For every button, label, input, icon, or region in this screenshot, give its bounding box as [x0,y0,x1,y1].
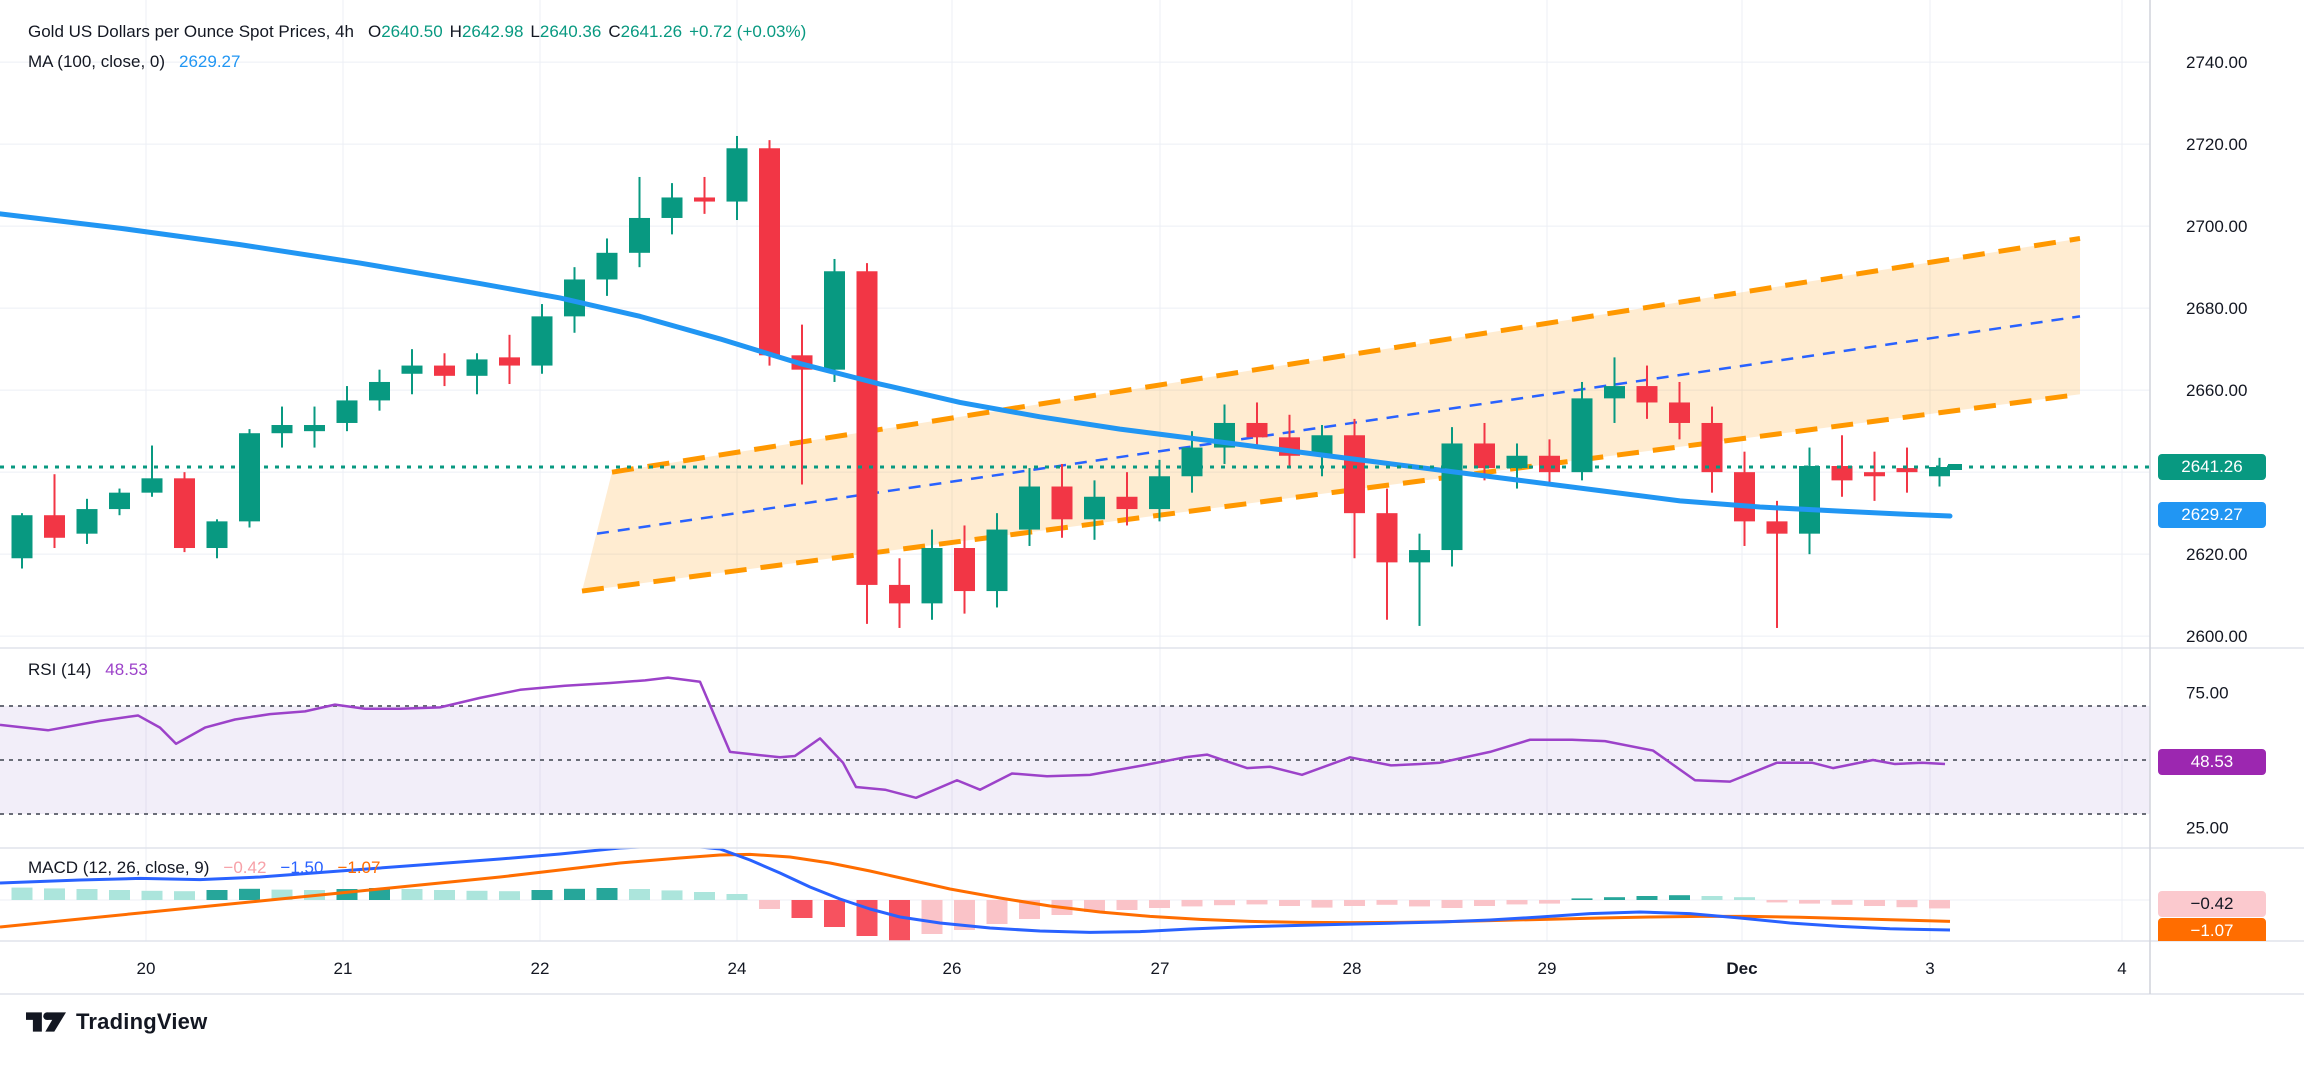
ma-price-badge: 2629.27 [2158,502,2266,528]
symbol-title: Gold US Dollars per Ounce Spot Prices, 4… [28,22,354,41]
last-price-line [0,464,2150,470]
symbol-legend[interactable]: Gold US Dollars per Ounce Spot Prices, 4… [28,22,806,42]
tradingview-logo[interactable]: TradingView [26,1008,207,1036]
price-axis[interactable]: 2740.00 2720.00 2700.00 2680.00 2660.00 2620.… [2186,53,2247,837]
rsi-axis-label: 75.00 [2186,684,2229,703]
ohlc-close: C 2641.26 [608,22,683,41]
price-axis-label: 2600.00 [2186,627,2247,646]
ma-value: 2629.27 [179,52,241,71]
grid [0,0,2150,941]
regression-channel [581,235,2081,594]
time-axis-label: 21 [334,959,353,978]
time-axis-label: 24 [728,959,747,978]
time-axis[interactable]: 20 21 22 24 26 27 28 29 Dec 3 4 [137,959,2127,978]
ma-label: MA (100, close, 0) [28,52,166,71]
ohlc-open: O 2640.50 [367,22,443,41]
rsi-value-badge: 48.53 [2158,749,2266,775]
ohlc-low: L 2640.36 [530,22,602,41]
price-axis-label: 2720.00 [2186,135,2247,154]
last-price-badge: 2641.26 [2158,454,2266,480]
price-axis-label: 2700.00 [2186,217,2247,236]
time-axis-label: 20 [137,959,156,978]
macd-signal-value: −1.07 [337,858,381,877]
price-axis-label: 2740.00 [2186,53,2247,72]
price-axis-label: 2660.00 [2186,381,2247,400]
ma-legend[interactable]: MA (100, close, 0) 2629.27 [28,52,240,72]
time-axis-label: Dec [1726,959,1757,978]
price-axis-label: 2680.00 [2186,299,2247,318]
macd-line-value: −1.50 [280,858,324,877]
rsi-panel [0,676,2150,815]
time-axis-label: 3 [1925,959,1934,978]
rsi-label: RSI (14) [28,660,92,679]
ma-line [0,211,1953,519]
tradingview-logo-text: TradingView [76,1009,208,1034]
macd-hist-value: −0.42 [223,858,267,877]
macd-signal-badge: −1.07 [2158,918,2266,941]
rsi-axis-label: 25.00 [2186,819,2229,838]
rsi-legend[interactable]: RSI (14) 48.53 [28,660,148,680]
time-axis-label: 27 [1151,959,1170,978]
macd-label: MACD (12, 26, close, 9) [28,858,210,877]
tradingview-logo-icon [26,1012,66,1032]
macd-hist-badge: −0.42 [2158,891,2266,917]
price-axis-label: 2620.00 [2186,545,2247,564]
time-axis-label: 4 [2117,959,2126,978]
time-axis-label: 26 [943,959,962,978]
macd-legend[interactable]: MACD (12, 26, close, 9) −0.42 −1.50 −1.0… [28,858,380,878]
pane-borders [0,0,2304,995]
time-axis-label: 29 [1538,959,1557,978]
time-axis-label: 22 [531,959,550,978]
time-axis-label: 28 [1343,959,1362,978]
rsi-value: 48.53 [105,660,148,679]
macd-panel [0,848,1951,941]
price-change: +0.72 (+0.03%) [689,22,807,41]
ohlc-high: H 2642.98 [449,22,524,41]
